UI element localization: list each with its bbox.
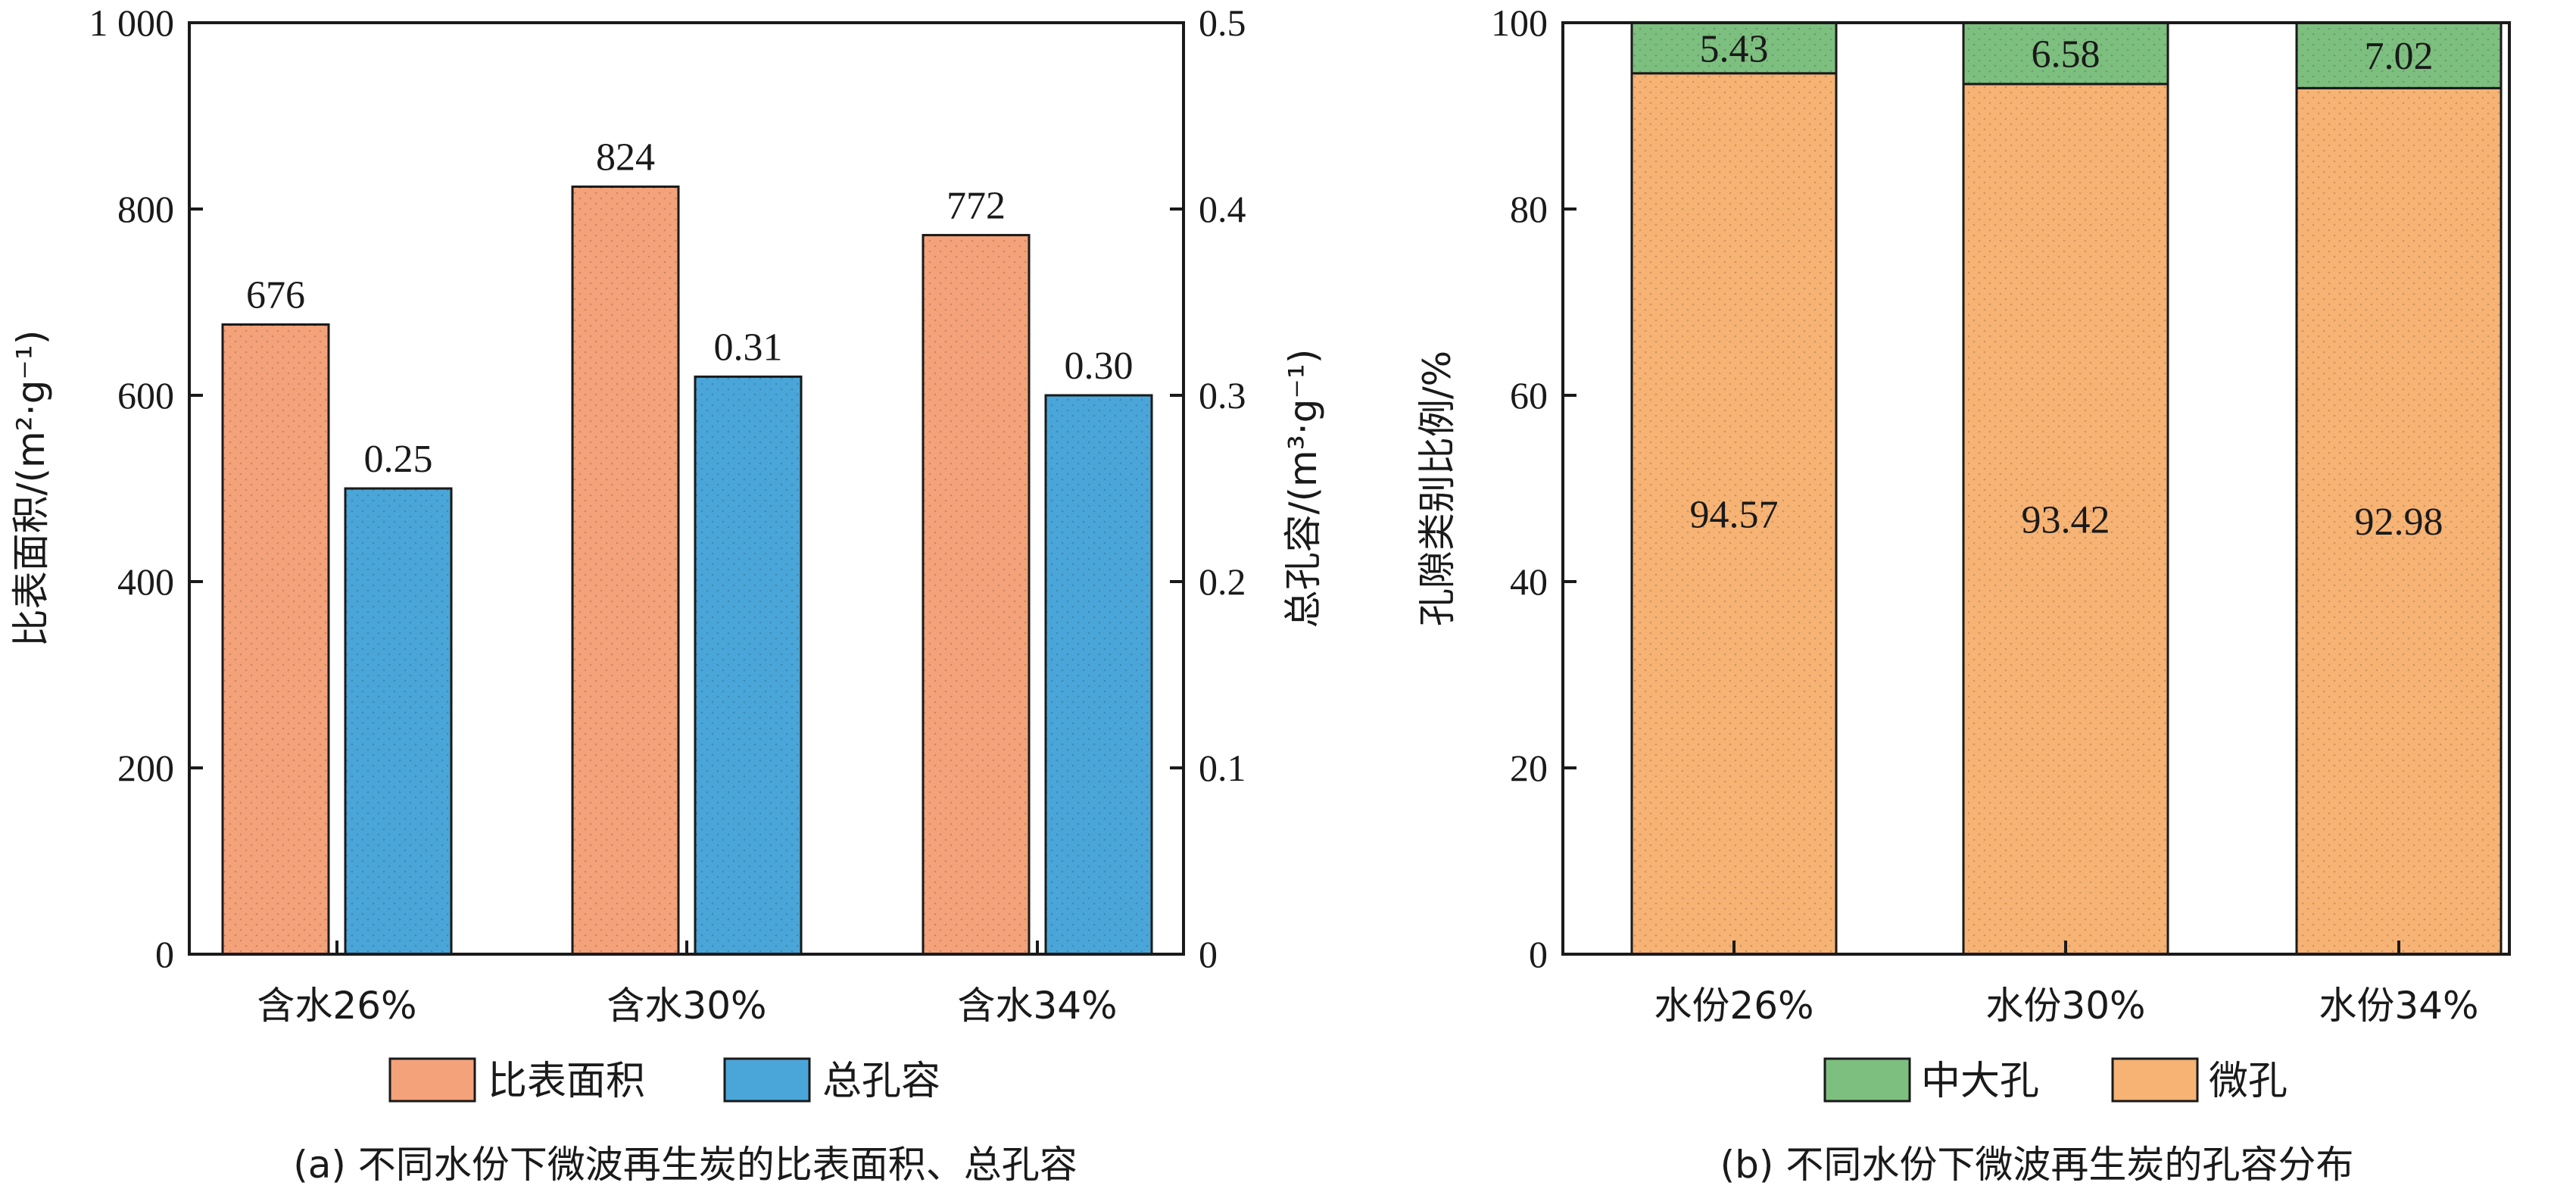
bar-meso-macro-pore-texture xyxy=(1963,23,2168,84)
left-tick-label: 0 xyxy=(155,933,174,975)
right-tick-label: 0.3 xyxy=(1199,374,1246,417)
bar-micro-pore xyxy=(1630,72,1838,956)
panel-b-category-labels: 水份26% 水份30% 水份34% xyxy=(1654,984,2478,1028)
bar-total-pore-volume-texture xyxy=(345,488,451,954)
category-label: 水份34% xyxy=(2319,984,2478,1028)
legend-label-total-pore-volume: 总孔容 xyxy=(822,1059,940,1104)
right-tick-label: 0.2 xyxy=(1199,560,1246,603)
panel-a-bars xyxy=(221,185,1153,956)
panel-a-left-ticks: 0 200 400 600 800 1 000 xyxy=(89,2,1039,975)
data-label-micro-pore: 94.57 xyxy=(1690,493,1779,536)
category-label: 含水26% xyxy=(257,984,416,1028)
data-label-total-pore-volume: 0.31 xyxy=(714,326,783,369)
panel-b-bar-labels: 94.57 5.43 93.42 6.58 92.98 7.02 xyxy=(1690,27,2443,544)
panel-b-caption: (b) 不同水份下微波再生炭的孔容分布 xyxy=(1720,1143,2354,1187)
left-tick-label: 1 000 xyxy=(89,2,175,44)
data-label-surface-area: 772 xyxy=(947,184,1006,227)
left-tick-label: 60 xyxy=(1510,374,1548,417)
data-label-meso-macro-pore: 7.02 xyxy=(2365,35,2434,78)
bar-surface-area xyxy=(221,323,330,956)
category-label: 含水30% xyxy=(607,984,766,1028)
data-label-surface-area: 676 xyxy=(246,274,305,317)
panel-b-plot-frame xyxy=(1561,21,2511,956)
legend-swatch-micro-pore xyxy=(2111,1057,2199,1103)
panel-a-caption: (a) 不同水份下微波再生炭的比表面积、总孔容 xyxy=(293,1143,1077,1187)
data-label-meso-macro-pore: 6.58 xyxy=(2032,33,2100,76)
legend-swatch-surface-area xyxy=(388,1057,476,1103)
bar-surface-area-texture xyxy=(223,324,329,954)
left-tick-label: 100 xyxy=(1491,2,1548,44)
left-tick-label: 200 xyxy=(117,747,174,789)
legend-swatch-meso-macro-pore xyxy=(1823,1057,1911,1103)
data-label-micro-pore: 93.42 xyxy=(2022,498,2110,541)
bar-surface-area xyxy=(571,185,680,956)
legend-label-meso-macro-pore: 中大孔 xyxy=(1921,1059,2039,1104)
bar-micro-pore-texture xyxy=(2297,88,2501,955)
right-tick-label: 0.1 xyxy=(1199,747,1246,789)
right-tick-label: 0.5 xyxy=(1199,2,1246,44)
data-label-total-pore-volume: 0.25 xyxy=(364,438,433,481)
bar-meso-macro-pore xyxy=(1962,21,2169,86)
left-tick-label: 800 xyxy=(117,188,174,230)
left-tick-label: 400 xyxy=(117,560,174,603)
panel-a-category-labels: 含水26% 含水30% 含水34% xyxy=(257,984,1117,1028)
data-label-surface-area: 824 xyxy=(596,136,655,179)
bar-total-pore-volume-texture xyxy=(695,376,801,954)
data-label-micro-pore: 92.98 xyxy=(2355,501,2443,544)
panel-b-left-ticks: 0 20 40 60 80 100 xyxy=(1491,2,2400,975)
left-tick-label: 600 xyxy=(117,374,174,417)
bar-meso-macro-pore xyxy=(1630,21,1838,75)
bar-total-pore-volume xyxy=(1044,394,1153,956)
bar-meso-macro-pore xyxy=(2295,21,2503,89)
legend-label-micro-pore: 微孔 xyxy=(2209,1059,2288,1104)
bar-total-pore-volume xyxy=(694,375,803,956)
bar-meso-macro-pore-texture xyxy=(1632,23,1836,73)
right-tick-label: 0 xyxy=(1199,933,1218,975)
category-label: 含水34% xyxy=(957,984,1117,1028)
panel-b-legend: 中大孔 微孔 xyxy=(1823,1057,2288,1104)
right-tick-label: 0.4 xyxy=(1199,188,1246,230)
bar-micro-pore xyxy=(2295,86,2503,956)
left-tick-label: 0 xyxy=(1529,933,1548,975)
bar-surface-area-texture xyxy=(923,235,1029,954)
bar-total-pore-volume xyxy=(344,487,453,956)
bar-surface-area xyxy=(922,233,1031,956)
category-label: 水份30% xyxy=(1985,984,2145,1028)
legend-label-surface-area: 比表面积 xyxy=(488,1059,645,1104)
legend-swatch-total-pore-volume xyxy=(723,1057,811,1103)
category-label: 水份26% xyxy=(1654,984,1813,1028)
panel-a-right-ticks: 0 0.1 0.2 0.3 0.4 0.5 xyxy=(1170,2,1246,975)
data-label-total-pore-volume: 0.30 xyxy=(1065,345,1134,388)
bar-meso-macro-pore-texture xyxy=(2297,23,2501,89)
panel-a-y-axis-title: 比表面积/(m²·g⁻¹) xyxy=(9,330,53,647)
panel-b-bars xyxy=(1630,21,2503,956)
panel-a-bar-labels: 676 0.25 824 0.31 772 0.30 xyxy=(246,136,1134,481)
panel-a-plot-frame xyxy=(188,21,1185,956)
bar-total-pore-volume-texture xyxy=(1046,395,1152,954)
data-label-meso-macro-pore: 5.43 xyxy=(1700,27,1769,70)
left-tick-label: 20 xyxy=(1510,747,1548,789)
panel-a-legend: 比表面积 总孔容 xyxy=(388,1057,940,1104)
panel-a-y-axis-right-title: 总孔容/(m³·g⁻¹) xyxy=(1281,349,1325,629)
bar-surface-area-texture xyxy=(572,186,678,955)
left-tick-label: 40 xyxy=(1510,560,1548,603)
panel-b: 94.57 5.43 93.42 6.58 92.98 7.02 0 20 40 60 80 100… xyxy=(1415,2,2511,1187)
bar-micro-pore-texture xyxy=(1632,73,1836,954)
left-tick-label: 80 xyxy=(1510,188,1548,230)
bar-micro-pore xyxy=(1962,83,2169,956)
panel-b-y-axis-title: 孔隙类别比例/% xyxy=(1415,351,1459,626)
bar-micro-pore-texture xyxy=(1963,83,2168,955)
